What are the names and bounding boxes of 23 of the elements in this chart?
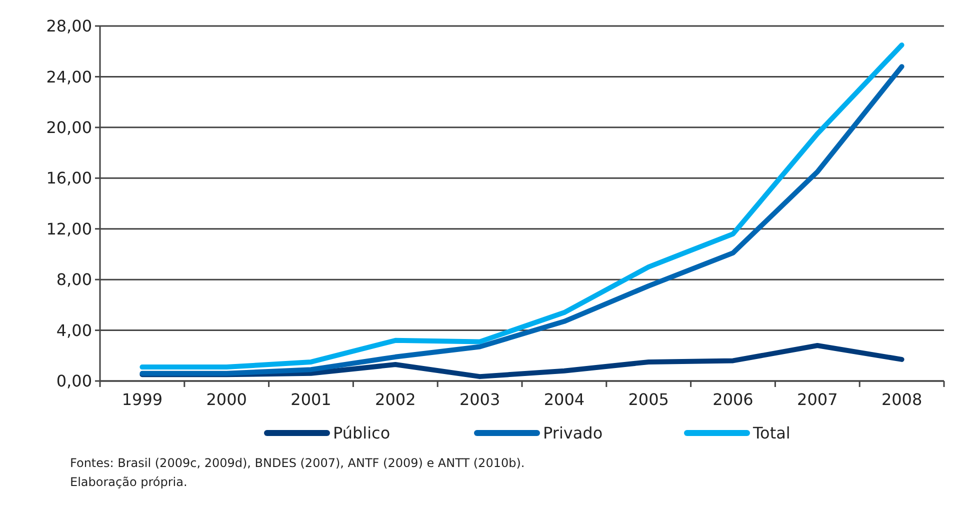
text: Fontes: Brasil (2009c, 2009d), BNDES (2007), ANTF (2009) e ANTT (2010b). [70,456,525,470]
x-tick-label: 2002 [375,390,416,409]
y-tick-label: 20,00 [46,118,92,138]
x-tick-label: 2001 [290,390,332,409]
y-tick-label: 28,00 [46,16,92,36]
y-tick-label: 24,00 [46,67,92,86]
x-tick-label: 2004 [544,390,585,409]
legend-label: Público [333,424,390,443]
y-tick-label: 4,00 [56,320,92,340]
x-tick-label: 2003 [459,390,500,409]
y-tick-label: 16,00 [46,168,92,188]
legend-label: Total [752,424,790,443]
x-tick-label: 2008 [881,390,922,409]
text: Elaboração própria. [70,475,188,489]
y-tick-label: 12,00 [46,219,92,238]
x-tick-label: 2000 [206,390,247,409]
y-tick-label: 0,00 [56,372,92,391]
y-tick-label: 8,00 [56,270,92,290]
x-tick-label: 2005 [628,390,669,409]
x-tick-label: 1999 [122,390,163,409]
x-tick-label: 2007 [797,390,838,409]
x-tick-label: 2006 [712,390,754,409]
legend-label: Privado [543,424,603,443]
